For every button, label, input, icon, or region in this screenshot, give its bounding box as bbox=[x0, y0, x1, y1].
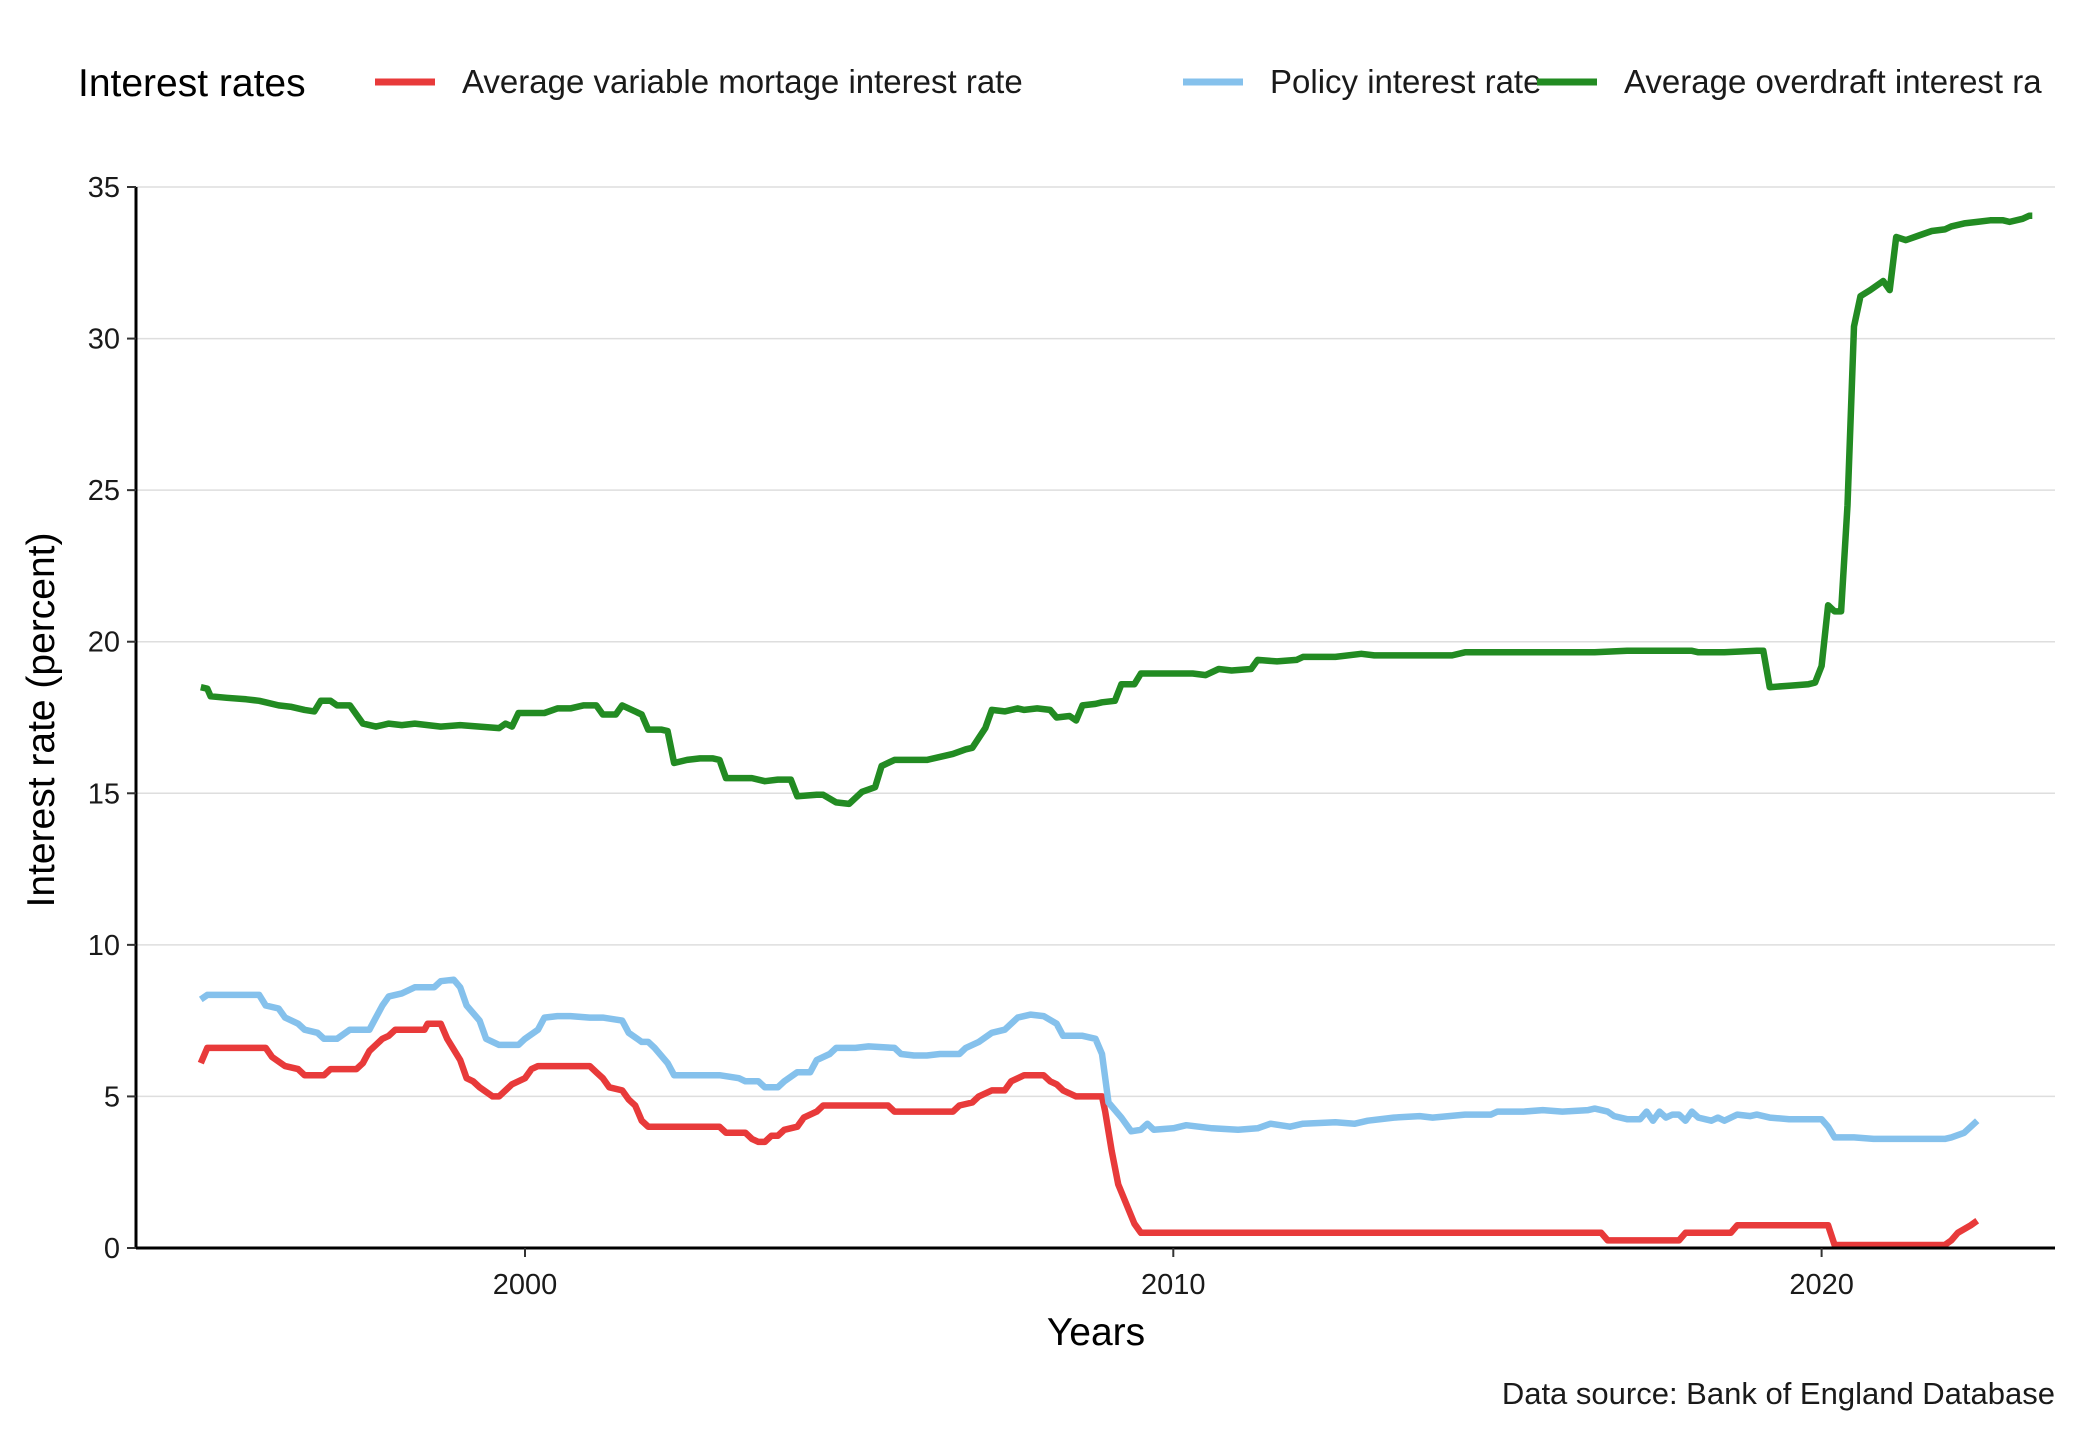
series-line-2 bbox=[200, 212, 2033, 808]
legend-title: Interest rates bbox=[78, 62, 306, 105]
series-lines bbox=[197, 212, 2033, 1249]
gridlines bbox=[136, 186, 2055, 1098]
x-tick-label: 2020 bbox=[1789, 1269, 1854, 1301]
series-line-0 bbox=[197, 1020, 1980, 1249]
y-axis-title: Interest rate (percent) bbox=[20, 533, 63, 908]
y-tick-label: 35 bbox=[88, 172, 120, 204]
y-tick-label: 20 bbox=[88, 627, 120, 659]
legend-label-2: Average overdraft interest ra bbox=[1624, 63, 2042, 100]
x-axis-ticks: 2000 2010 2020 bbox=[493, 1248, 1854, 1301]
data-source-caption: Data source: Bank of England Database bbox=[1502, 1376, 2055, 1411]
x-axis-title: Years bbox=[1047, 1311, 1145, 1354]
y-tick-label: 15 bbox=[88, 778, 120, 810]
legend-label-0: Average variable mortage interest rate bbox=[462, 63, 1023, 100]
series-line-1 bbox=[198, 976, 1980, 1143]
y-tick-label: 5 bbox=[104, 1081, 120, 1113]
legend-entries: Average variable mortage interest rate Po… bbox=[375, 63, 2042, 100]
y-tick-label: 0 bbox=[104, 1233, 120, 1265]
x-tick-label: 2010 bbox=[1141, 1269, 1206, 1301]
x-tick-label: 2000 bbox=[493, 1269, 558, 1301]
axes bbox=[134, 187, 2055, 1250]
y-tick-label: 25 bbox=[88, 475, 120, 507]
legend-label-1: Policy interest rate bbox=[1270, 63, 1541, 100]
y-tick-label: 30 bbox=[88, 324, 120, 356]
y-tick-label: 10 bbox=[88, 930, 120, 962]
legend: Interest rates Average variable mortage … bbox=[78, 62, 2042, 105]
y-axis-ticks: 0 5 10 15 20 25 30 35 bbox=[88, 172, 136, 1265]
